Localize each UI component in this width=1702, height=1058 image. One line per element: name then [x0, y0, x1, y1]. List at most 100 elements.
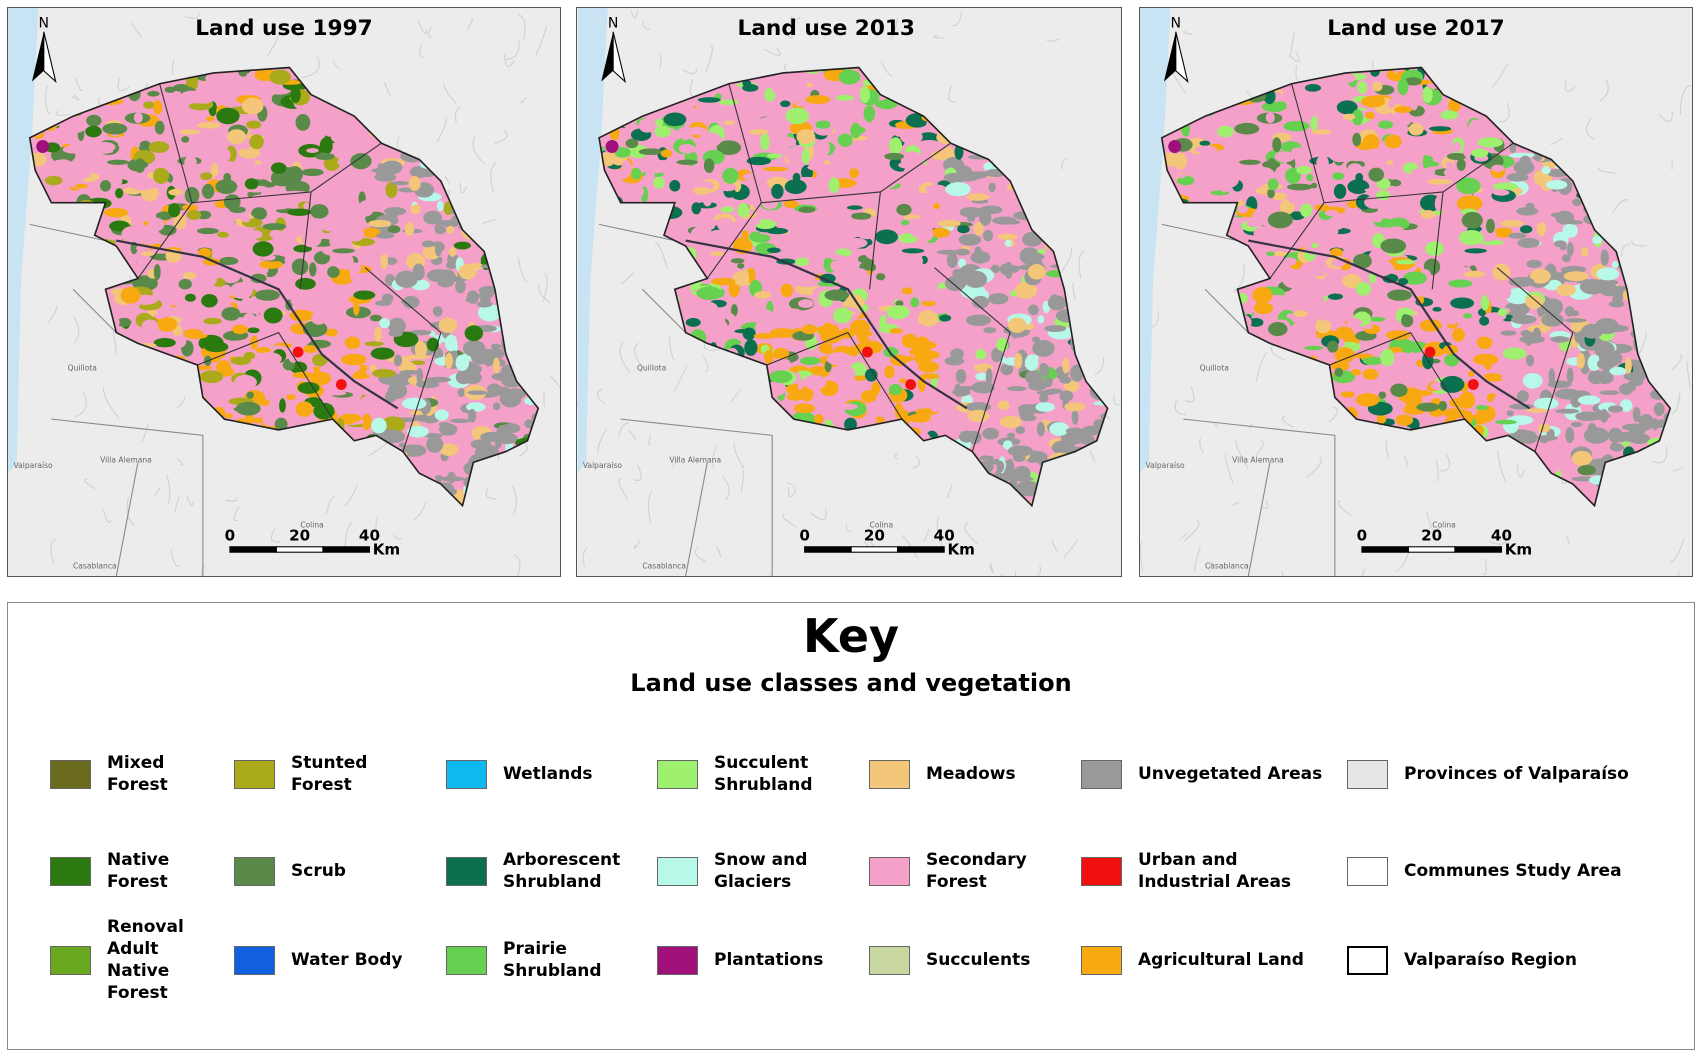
- patch: [766, 247, 781, 254]
- patch: [265, 411, 282, 418]
- patch: [1434, 196, 1443, 212]
- patch: [1226, 148, 1246, 154]
- patch: [250, 273, 267, 284]
- terrain: [1224, 453, 1234, 484]
- patch: [399, 370, 421, 375]
- terrain: [436, 117, 447, 143]
- patch: [785, 147, 800, 163]
- scale-label: 40: [934, 526, 955, 544]
- legend-swatch: [234, 945, 275, 975]
- terrain: [787, 482, 796, 494]
- patch: [744, 99, 760, 107]
- patch: [325, 328, 338, 337]
- patch: [1492, 263, 1511, 281]
- patch: [818, 343, 833, 354]
- patch: [1296, 306, 1322, 312]
- patch: [301, 168, 324, 177]
- patch: [1485, 218, 1495, 234]
- legend-label: Renoval Adult Native Forest: [107, 917, 184, 1003]
- patch: [1579, 278, 1606, 295]
- terrain: [535, 26, 548, 56]
- patch: [914, 350, 932, 366]
- patch: [796, 129, 816, 145]
- patch: [1577, 395, 1601, 405]
- terrain: [102, 387, 120, 420]
- patch: [59, 123, 71, 138]
- terrain: [454, 105, 461, 123]
- patch: [1315, 317, 1332, 334]
- patch: [153, 338, 176, 348]
- patch: [1525, 354, 1535, 367]
- patch: [1607, 405, 1624, 413]
- patch: [245, 230, 263, 240]
- place-label: Quillota: [637, 363, 666, 372]
- patch: [919, 265, 927, 282]
- patch: [982, 229, 994, 242]
- patch: [232, 324, 249, 335]
- patch: [1059, 390, 1074, 402]
- patch: [975, 372, 989, 381]
- patch: [900, 219, 910, 226]
- patch: [876, 273, 886, 281]
- patch: [1500, 330, 1517, 336]
- patch: [906, 158, 920, 166]
- patch: [711, 277, 736, 286]
- patch: [1372, 285, 1387, 293]
- patch: [1265, 112, 1275, 124]
- terrain: [384, 81, 391, 97]
- legend-item: Water Body: [234, 925, 431, 995]
- patch: [1237, 205, 1249, 214]
- patch: [1350, 369, 1362, 376]
- terrain: [1140, 541, 1144, 572]
- place-label: Villa Alemana: [669, 455, 721, 464]
- patch: [1404, 77, 1422, 86]
- patch: [1580, 247, 1589, 257]
- patch: [737, 203, 750, 218]
- patch: [1464, 252, 1486, 270]
- patch: [115, 188, 124, 199]
- terrain: [704, 44, 713, 74]
- patch: [406, 354, 431, 360]
- patch: [1632, 406, 1641, 423]
- terrain: [1672, 465, 1684, 472]
- patch: [828, 177, 840, 193]
- patch: [381, 293, 394, 304]
- urban: [1467, 379, 1479, 390]
- patch: [910, 297, 920, 308]
- terrain: [520, 97, 528, 104]
- patch: [783, 200, 799, 209]
- legend-swatch: [1347, 856, 1388, 886]
- patch: [286, 208, 312, 216]
- patch: [959, 206, 984, 218]
- patch: [196, 227, 219, 235]
- patch: [1283, 121, 1310, 132]
- patch: [786, 393, 804, 401]
- patch: [203, 341, 229, 353]
- patch: [1343, 113, 1356, 121]
- patch: [799, 356, 821, 366]
- patch: [332, 248, 355, 254]
- patch: [1019, 251, 1044, 262]
- patch: [371, 369, 396, 378]
- province-lines: [29, 223, 204, 576]
- patch: [303, 202, 310, 211]
- patch: [939, 314, 952, 322]
- patch: [1611, 260, 1619, 269]
- patch: [446, 261, 458, 269]
- legend-item: Mixed Forest: [50, 739, 217, 809]
- patch: [1327, 293, 1343, 300]
- patch: [798, 299, 814, 309]
- patch: [337, 158, 351, 166]
- patch: [321, 178, 345, 189]
- terrain: [1072, 282, 1077, 301]
- patch: [216, 231, 229, 238]
- patch: [219, 161, 237, 167]
- terrain: [740, 470, 744, 492]
- patch: [972, 171, 988, 177]
- place-label: Villa Alemana: [100, 455, 152, 464]
- patch: [1389, 226, 1404, 234]
- patch: [952, 269, 964, 278]
- place-label: Valparaíso: [14, 461, 54, 470]
- terrain: [1281, 570, 1284, 576]
- patch: [444, 352, 454, 369]
